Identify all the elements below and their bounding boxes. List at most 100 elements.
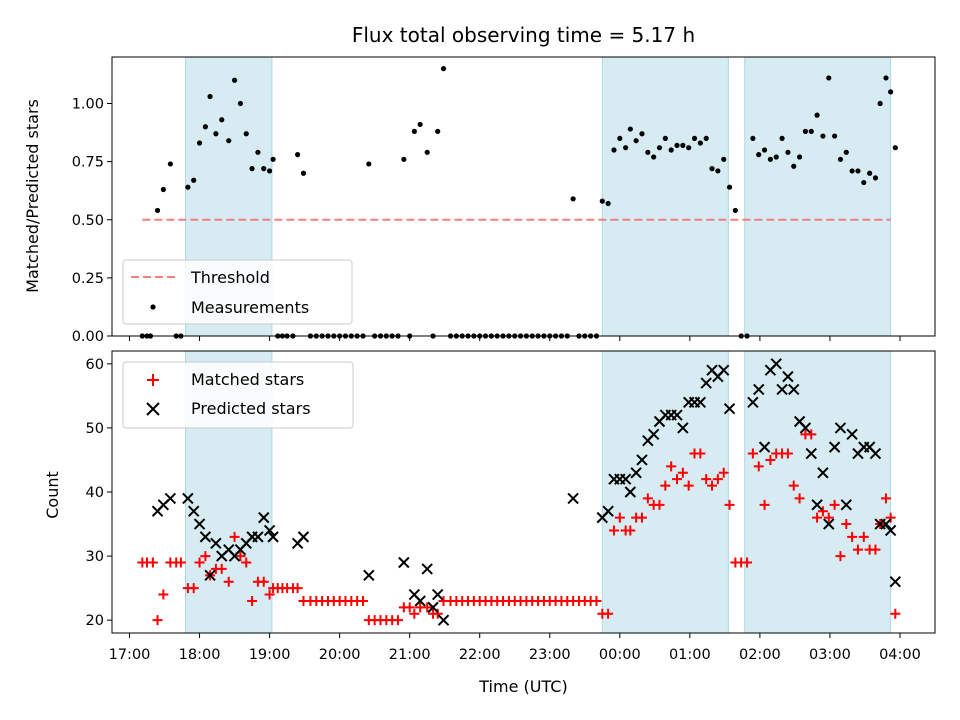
bottom-y-axis-label: Count bbox=[43, 471, 62, 519]
measurement-point bbox=[617, 136, 622, 141]
measurement-point bbox=[185, 185, 190, 190]
measurement-point bbox=[197, 140, 202, 145]
measurement-point bbox=[850, 168, 855, 173]
measurement-point bbox=[704, 136, 709, 141]
measurement-point bbox=[401, 157, 406, 162]
bottom-x-tick-label: 17:00 bbox=[109, 647, 151, 663]
measurement-point bbox=[774, 154, 779, 159]
bottom-x-tick-label: 04:00 bbox=[879, 647, 921, 663]
bottom-x-tick-label: 00:00 bbox=[599, 647, 641, 663]
legend-matched-label: Matched stars bbox=[191, 370, 304, 389]
legend-measurements-swatch bbox=[150, 304, 155, 309]
bottom-shaded-interval bbox=[602, 351, 728, 633]
bottom-x-tick-label: 19:00 bbox=[249, 647, 291, 663]
measurement-point bbox=[295, 152, 300, 157]
measurement-point bbox=[441, 66, 446, 71]
measurement-point bbox=[855, 168, 860, 173]
measurement-point bbox=[425, 150, 430, 155]
bottom-x-tick-label: 01:00 bbox=[669, 647, 711, 663]
measurement-point bbox=[756, 152, 761, 157]
legend-predicted-label: Predicted stars bbox=[191, 399, 311, 418]
measurement-point bbox=[768, 157, 773, 162]
measurement-point bbox=[571, 196, 576, 201]
measurement-point bbox=[606, 201, 611, 206]
measurement-point bbox=[611, 147, 616, 152]
measurement-point bbox=[873, 175, 878, 180]
measurement-point bbox=[797, 154, 802, 159]
bottom-x-tick-label: 03:00 bbox=[809, 647, 851, 663]
measurement-point bbox=[435, 129, 440, 134]
measurement-point bbox=[883, 75, 888, 80]
measurement-point bbox=[692, 136, 697, 141]
measurement-point bbox=[203, 124, 208, 129]
bottom-y-tick-label: 20 bbox=[86, 613, 104, 629]
measurement-point bbox=[418, 122, 423, 127]
bottom-x-tick-label: 02:00 bbox=[739, 647, 781, 663]
measurement-point bbox=[657, 145, 662, 150]
bottom-y-tick-label: 40 bbox=[86, 485, 104, 501]
legend-measurements-label: Measurements bbox=[191, 298, 309, 317]
measurement-point bbox=[785, 150, 790, 155]
top-shaded-interval bbox=[745, 57, 891, 336]
measurement-point bbox=[213, 131, 218, 136]
measurement-point bbox=[838, 157, 843, 162]
measurement-point bbox=[674, 143, 679, 148]
measurement-point bbox=[715, 168, 720, 173]
measurement-point bbox=[168, 161, 173, 166]
measurement-point bbox=[888, 89, 893, 94]
bottom-y-tick-label: 30 bbox=[86, 549, 104, 565]
measurement-point bbox=[750, 136, 755, 141]
measurement-point bbox=[727, 185, 732, 190]
measurement-point bbox=[826, 75, 831, 80]
measurement-point bbox=[226, 138, 231, 143]
measurement-point bbox=[645, 150, 650, 155]
measurement-point bbox=[791, 164, 796, 169]
top-y-tick-label: 1.00 bbox=[72, 97, 104, 113]
measurement-point bbox=[270, 157, 275, 162]
figure: Flux total observing time = 5.17 h 0.000… bbox=[0, 0, 960, 720]
measurement-point bbox=[762, 147, 767, 152]
top-y-axis-label: Matched/Predicted stars bbox=[23, 99, 42, 293]
measurement-point bbox=[366, 161, 371, 166]
legend-threshold-label: Threshold bbox=[190, 268, 270, 287]
measurement-point bbox=[809, 129, 814, 134]
measurement-point bbox=[779, 136, 784, 141]
measurement-point bbox=[249, 166, 254, 171]
measurement-point bbox=[232, 78, 237, 83]
measurement-point bbox=[814, 113, 819, 118]
chart-title: Flux total observing time = 5.17 h bbox=[352, 23, 695, 47]
top-legend: Threshold Measurements bbox=[123, 260, 352, 324]
measurement-point bbox=[663, 136, 668, 141]
bottom-x-tick-label: 18:00 bbox=[179, 647, 221, 663]
measurement-point bbox=[255, 150, 260, 155]
measurement-point bbox=[623, 145, 628, 150]
bottom-x-tick-label: 21:00 bbox=[389, 647, 431, 663]
measurement-point bbox=[803, 129, 808, 134]
measurement-point bbox=[893, 145, 898, 150]
measurement-point bbox=[832, 133, 837, 138]
measurement-point bbox=[639, 131, 644, 136]
measurement-point bbox=[244, 131, 249, 136]
measurement-point bbox=[651, 154, 656, 159]
measurement-point bbox=[207, 94, 212, 99]
measurement-point bbox=[191, 178, 196, 183]
x-axis-label: Time (UTC) bbox=[478, 677, 567, 696]
measurement-point bbox=[628, 126, 633, 131]
measurement-point bbox=[721, 157, 726, 162]
measurement-point bbox=[698, 140, 703, 145]
measurement-point bbox=[267, 168, 272, 173]
bottom-x-tick-label: 20:00 bbox=[319, 647, 361, 663]
top-y-tick-label: 0.25 bbox=[72, 271, 104, 287]
measurement-point bbox=[155, 208, 160, 213]
measurement-point bbox=[844, 150, 849, 155]
measurement-point bbox=[600, 199, 605, 204]
bottom-x-tick-label: 22:00 bbox=[459, 647, 501, 663]
top-y-tick-label: 0.50 bbox=[72, 213, 104, 229]
measurement-point bbox=[820, 133, 825, 138]
measurement-point bbox=[709, 166, 714, 171]
measurement-point bbox=[412, 129, 417, 134]
bottom-x-tick-label: 23:00 bbox=[529, 647, 571, 663]
measurement-point bbox=[219, 117, 224, 122]
measurement-point bbox=[301, 171, 306, 176]
measurement-point bbox=[861, 180, 866, 185]
